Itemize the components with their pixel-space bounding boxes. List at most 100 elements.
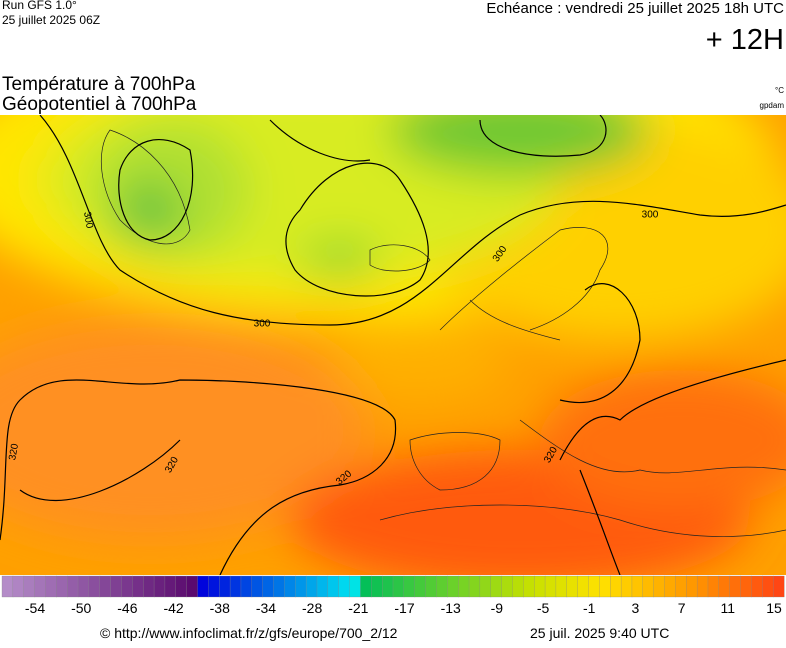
colorbar-swatch: [164, 575, 177, 598]
colorbar-tick-label: -42: [163, 600, 183, 616]
colorbar-swatch: [240, 575, 253, 598]
contour-label: 320: [7, 442, 21, 461]
colorbar-swatch: [534, 575, 546, 598]
colorbar-swatch: [327, 575, 340, 598]
lead-time: + 12H: [706, 24, 784, 56]
colorbar-swatch: [414, 575, 427, 598]
colorbar-swatch: [132, 575, 144, 598]
colorbar-tick-label: -54: [25, 600, 45, 616]
colorbar-swatch: [197, 575, 209, 598]
colorbar-swatch: [501, 575, 513, 598]
colorbar-swatch: [610, 575, 622, 598]
colorbar-swatch: [642, 575, 655, 598]
colorbar-tick-label: 7: [678, 600, 686, 616]
colorbar-swatch: [447, 575, 459, 598]
colorbar-tick-label: -9: [491, 600, 504, 616]
colorbar-swatch: [686, 575, 698, 598]
colorbar-swatch: [436, 575, 448, 598]
colorbar-swatch: [316, 575, 329, 598]
colorbar-swatch: [599, 575, 611, 598]
colorbar-swatch: [544, 575, 557, 598]
colorbar-swatch: [12, 575, 25, 598]
colorbar-swatch: [77, 575, 90, 598]
colorbar-swatch: [675, 575, 687, 598]
colorbar-tick-label: -28: [302, 600, 322, 616]
colorbar-swatch: [208, 575, 220, 598]
colorbar-tick-label: -17: [394, 600, 414, 616]
colorbar-tick-label: -21: [348, 600, 368, 616]
geopotential-contours: [0, 115, 786, 575]
colorbar-swatch: [175, 575, 188, 598]
colorbar-swatch: [219, 575, 231, 598]
colorbar-swatch: [99, 575, 112, 598]
colorbar-swatch: [707, 575, 720, 598]
colorbar-swatch: [392, 575, 405, 598]
colorbar-tick-label: 11: [721, 600, 736, 616]
colorbar-tick-label: -50: [71, 600, 91, 616]
colorbar-swatch: [751, 575, 763, 598]
colorbar-swatch: [664, 575, 676, 598]
colorbar-tick-label: -5: [537, 600, 550, 616]
colorbar-tick-label: 15: [766, 600, 782, 616]
colorbar-tick-label: -13: [441, 600, 461, 616]
contour-label: 300: [642, 210, 659, 221]
temperature-field: [0, 115, 786, 575]
colorbar-tick-label: -46: [117, 600, 137, 616]
title-geopotential: Géopotentiel à 700hPa: [2, 94, 197, 115]
colorbar-swatch: [56, 575, 68, 598]
colorbar-swatch: [229, 575, 242, 598]
colorbar-swatch: [338, 575, 351, 598]
colorbar-tick-label: -1: [583, 600, 596, 616]
colorbar-swatch: [67, 575, 79, 598]
colorbar-swatch: [284, 575, 296, 598]
colorbar-swatch: [577, 575, 589, 598]
colorbar-swatch: [403, 575, 416, 598]
unit-geopotential: gpdam: [760, 101, 785, 110]
colorbar-swatch: [762, 575, 774, 598]
colorbar-swatch: [295, 575, 307, 598]
colorbar-swatch: [110, 575, 122, 598]
colorbar-swatch: [371, 575, 383, 598]
colorbar-swatch: [729, 575, 742, 598]
colorbar-tick-label: 3: [632, 600, 640, 616]
colorbar-tick-label: -38: [210, 600, 230, 616]
colorbar-swatch: [631, 575, 644, 598]
colorbar-swatch: [523, 575, 535, 598]
colorbar-swatch: [88, 575, 101, 598]
colorbar-swatch: [740, 575, 752, 598]
colorbar-swatch: [588, 575, 600, 598]
colorbar-swatch: [381, 575, 394, 598]
colorbar-swatch: [718, 575, 731, 598]
colorbar-swatch: [468, 575, 481, 598]
contour-label: 300: [254, 319, 271, 330]
colorbar-swatch: [772, 575, 785, 598]
colorbar-swatch: [696, 575, 709, 598]
colorbar-swatch: [1, 575, 14, 598]
title-temperature: Température à 700hPa: [2, 74, 196, 95]
unit-temperature: °C: [775, 86, 784, 95]
colorbar-swatch: [143, 575, 155, 598]
run-date: 25 juillet 2025 06Z: [2, 13, 100, 27]
run-label: Run GFS 1.0°: [2, 0, 77, 12]
colorbar-swatch: [566, 575, 579, 598]
colorbar-swatch: [23, 575, 36, 598]
colorbar-swatch: [121, 575, 133, 598]
colorbar-swatch: [153, 575, 166, 598]
colorbar-swatch: [45, 575, 57, 598]
colorbar-swatch: [262, 575, 274, 598]
footer-timestamp: 25 juil. 2025 9:40 UTC: [530, 625, 669, 641]
colorbar-swatch: [251, 575, 264, 598]
colorbar-swatch: [620, 575, 633, 598]
colorbar-swatch: [555, 575, 568, 598]
colorbar-tick-label: -34: [256, 600, 276, 616]
coastlines: [100, 129, 786, 537]
colorbar-swatch: [360, 575, 372, 598]
colorbar-swatch: [653, 575, 665, 598]
valid-time: Echéance : vendredi 25 juillet 2025 18h …: [486, 0, 784, 17]
colorbar: -54 -50 -46 -42 -38 -34 -28 -21 -17 -13 -9 -5 -1 3 7 11…: [1, 575, 785, 616]
colorbar-swatch: [186, 575, 198, 598]
